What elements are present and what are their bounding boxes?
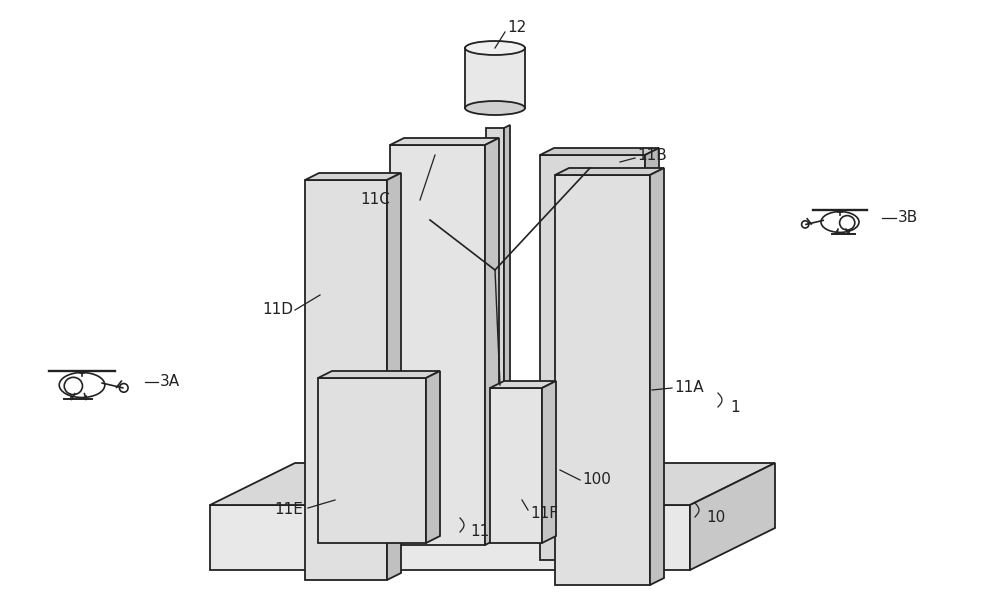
Polygon shape [210, 505, 690, 570]
Polygon shape [305, 180, 387, 580]
Polygon shape [210, 463, 775, 505]
Polygon shape [426, 371, 440, 543]
Polygon shape [415, 440, 610, 465]
Text: 10: 10 [706, 510, 725, 524]
Polygon shape [485, 138, 499, 545]
Polygon shape [490, 388, 542, 543]
Polygon shape [540, 148, 659, 155]
Polygon shape [490, 381, 556, 388]
Polygon shape [555, 168, 664, 175]
Text: 1: 1 [730, 400, 740, 414]
Text: 11D: 11D [262, 303, 293, 317]
Polygon shape [560, 440, 610, 507]
Polygon shape [645, 148, 659, 560]
Text: 3A: 3A [160, 375, 180, 389]
Text: 11E: 11E [274, 502, 303, 518]
Text: 3B: 3B [898, 211, 918, 225]
Polygon shape [465, 48, 525, 108]
Polygon shape [415, 465, 560, 507]
Polygon shape [540, 155, 645, 560]
Ellipse shape [465, 41, 525, 55]
Polygon shape [504, 125, 510, 505]
Polygon shape [542, 381, 556, 543]
Ellipse shape [821, 212, 859, 233]
Text: 11B: 11B [637, 149, 667, 163]
Polygon shape [555, 175, 650, 585]
Polygon shape [690, 463, 775, 570]
Polygon shape [390, 138, 499, 145]
Text: 11: 11 [470, 524, 489, 540]
Polygon shape [318, 378, 426, 543]
Polygon shape [650, 168, 664, 585]
Polygon shape [390, 145, 485, 545]
Ellipse shape [64, 378, 82, 395]
Ellipse shape [119, 384, 128, 392]
Polygon shape [318, 371, 440, 378]
Ellipse shape [802, 221, 809, 228]
Ellipse shape [465, 101, 525, 115]
Polygon shape [305, 173, 401, 180]
Text: 11F: 11F [530, 505, 558, 521]
Polygon shape [486, 128, 504, 505]
Ellipse shape [59, 373, 105, 397]
Text: 100: 100 [582, 473, 611, 488]
Text: 12: 12 [507, 20, 526, 36]
Polygon shape [387, 173, 401, 580]
Text: 11C: 11C [360, 193, 390, 208]
Text: 11A: 11A [674, 381, 704, 395]
Ellipse shape [840, 216, 855, 230]
